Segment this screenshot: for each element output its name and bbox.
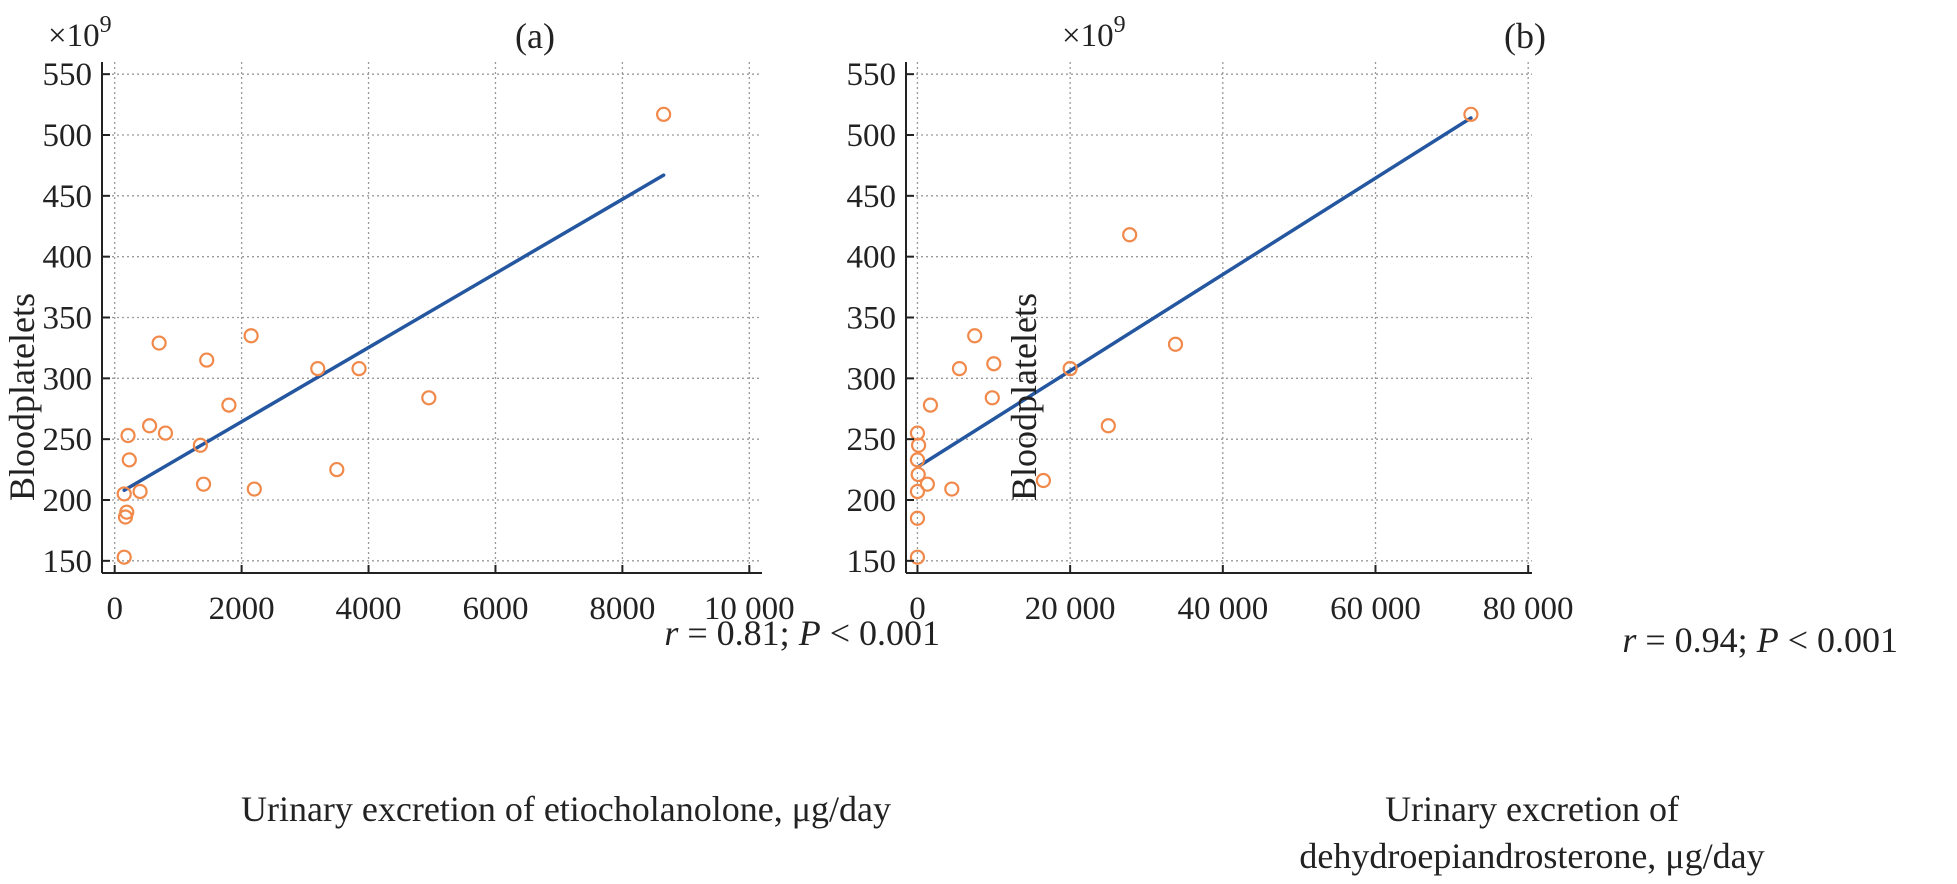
x-tick-label-a-2: 4000: [336, 591, 402, 627]
data-point-a-19: [421, 390, 437, 406]
data-point-b-2: [909, 483, 926, 500]
data-point-b-3: [910, 466, 926, 483]
data-point-a-0: [116, 549, 132, 565]
data-point-b-13: [986, 356, 1002, 372]
data-point-a-8: [151, 335, 167, 351]
data-point-a-11: [195, 476, 212, 492]
data-point-a-10: [192, 437, 208, 453]
y-axis-label-a: Bloodplatelets: [2, 293, 42, 501]
y-multiplier-exp-a: 9: [100, 12, 112, 38]
x-tick-label-a-0: 0: [106, 591, 123, 627]
data-point-a-14: [243, 328, 259, 344]
data-point-a-7: [141, 418, 158, 434]
panel-b-title: (b): [1504, 16, 1546, 56]
data-point-a-12: [199, 352, 215, 368]
data-point-b-1: [909, 510, 926, 526]
y-tick-label-b-2: 250: [847, 422, 897, 458]
data-point-b-17: [1122, 227, 1138, 243]
fit-layer-a: [122, 173, 666, 493]
y-tick-label-a-2: 250: [43, 422, 93, 458]
y-tick-label-a-7: 500: [43, 118, 93, 154]
data-point-a-4: [120, 427, 136, 444]
data-point-a-13: [221, 397, 237, 413]
data-point-b-16: [1100, 418, 1116, 434]
grid-b: [906, 62, 1532, 573]
data-point-a-17: [329, 461, 345, 478]
data-point-b-6: [909, 425, 926, 441]
data-point-b-4: [909, 452, 926, 468]
regression-line-a: [122, 173, 666, 493]
data-point-b-15: [1062, 361, 1078, 377]
data-point-b-8: [922, 397, 939, 413]
correlation-annotation-b: r = 0.94; P < 0.001: [1622, 620, 1898, 660]
y-tick-label-b-1: 200: [847, 483, 897, 519]
y-tick-label-a-4: 350: [43, 301, 93, 337]
x-tick-label-a-1: 2000: [209, 591, 275, 627]
grid-a: [102, 62, 762, 573]
y-multiplier-a: ×109: [48, 12, 112, 54]
data-point-a-1: [116, 486, 132, 502]
y-tick-label-a-5: 400: [43, 240, 93, 276]
x-tick-label-b-0: 0: [909, 591, 926, 627]
y-multiplier-exp-b: 9: [1114, 12, 1126, 38]
x-axis-label-a: Urinary excretion of etiocholanolone, μg…: [241, 789, 891, 829]
y-tick-label-a-8: 550: [43, 57, 93, 93]
y-tick-label-b-5: 400: [847, 240, 897, 276]
data-point-b-7: [919, 476, 935, 492]
panel-a-title: (a): [515, 16, 555, 56]
x-tick-label-b-4: 80 000: [1483, 591, 1574, 627]
x-tick-label-b-2: 40 000: [1177, 591, 1268, 627]
x-tick-label-b-3: 60 000: [1330, 591, 1421, 627]
data-point-a-15: [246, 481, 262, 497]
x-tick-label-a-3: 6000: [462, 591, 528, 627]
ticks-a: 0 2000 4000 6000 8000 10 000 150 200 250 300 350 40…: [43, 57, 795, 627]
data-point-a-9: [157, 425, 174, 441]
data-point-b-12: [984, 390, 1000, 406]
data-point-b-14: [1035, 472, 1052, 489]
y-multiplier-b: ×109: [1062, 12, 1126, 54]
data-point-a-6: [132, 483, 148, 500]
points-a: [116, 106, 672, 565]
panel-a: 0 2000 4000 6000 8000 10 00015020025030035040…: [2, 12, 940, 829]
y-tick-label-a-1: 200: [43, 483, 93, 519]
data-point-b-10: [951, 361, 968, 377]
regression-line-b: [915, 116, 1473, 469]
x-tick-label-b-1: 20 000: [1025, 591, 1116, 627]
fit-layer-b: [915, 116, 1473, 469]
data-point-b-11: [967, 328, 983, 344]
data-point-a-20: [656, 106, 672, 122]
data-point-a-18: [351, 361, 367, 377]
x-tick-label-a-4: 8000: [589, 591, 655, 627]
data-point-a-16: [310, 361, 326, 377]
data-point-a-5: [121, 452, 137, 468]
data-point-b-5: [910, 437, 927, 453]
points-b: [909, 106, 1479, 565]
data-point-b-0: [909, 549, 926, 565]
y-tick-label-b-8: 550: [847, 57, 897, 93]
y-tick-label-a-0: 150: [43, 544, 93, 580]
data-point-b-19: [1463, 106, 1479, 122]
data-point-a-3: [119, 504, 135, 520]
data-point-b-18: [1167, 336, 1184, 352]
y-tick-label-a-6: 450: [43, 179, 93, 215]
x-axis-label-b-line2: dehydroepiandrosterone, μg/day: [1299, 836, 1764, 876]
x-tick-label-a-5: 10 000: [704, 591, 795, 627]
panel-b: 0 20 000 40 000 60 000 80 000 150 200 250 300 350…: [847, 12, 1899, 876]
y-tick-label-b-7: 500: [847, 118, 897, 154]
y-tick-label-a-3: 300: [43, 361, 93, 397]
y-tick-label-b-0: 150: [847, 544, 897, 580]
y-axis-label-b: Bloodplatelets: [1004, 293, 1044, 501]
y-tick-label-b-4: 350: [847, 301, 897, 337]
y-tick-label-b-6: 450: [847, 179, 897, 215]
y-tick-label-b-3: 300: [847, 361, 897, 397]
correlation-annotation-a: r = 0.81; P < 0.001: [664, 613, 940, 653]
ticks-b: 0 20 000 40 000 60 000 80 000 150 200 250 300 350…: [847, 57, 1574, 627]
x-axis-label-b-line1: Urinary excretion of: [1385, 789, 1679, 829]
data-point-b-9: [944, 481, 960, 497]
